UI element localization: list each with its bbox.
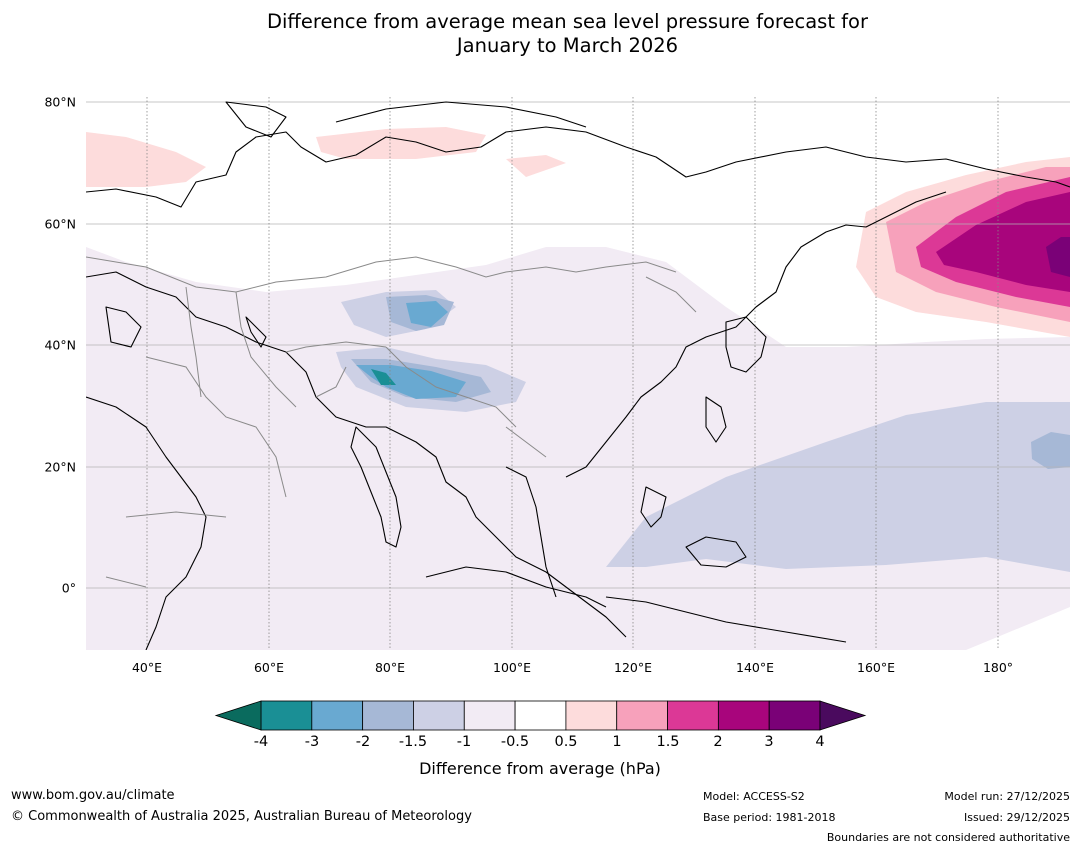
colorbar-label: 4 [815, 734, 825, 750]
pressure-anomaly-pos-0.5-arctic-2 [316, 127, 486, 159]
lat-tick-40N: 40°N [44, 337, 76, 353]
colorbar-label: -0.5 [500, 734, 530, 750]
colorbar-cell [311, 700, 364, 731]
colorbar-label: -2 [355, 734, 371, 750]
coastlines [86, 101, 1070, 650]
lon-tick-40E: 40°E [131, 660, 163, 675]
latitude-gridlines [86, 101, 1070, 589]
footer-model: Model: ACCESS-S2 [703, 790, 805, 803]
lon-tick-160E: 160°E [856, 660, 896, 675]
colorbar-cell [463, 700, 516, 731]
lat-tick-0: 0° [61, 580, 76, 596]
footer-website: www.bom.gov.au/climate [11, 788, 175, 803]
lon-tick-80E: 80°E [374, 660, 406, 675]
colorbar-cell [667, 700, 719, 731]
pressure-anomaly-pos-0.5-arctic [86, 132, 206, 187]
lat-tick-60N: 60°N [44, 216, 76, 232]
colorbar-label: 0.5 [554, 734, 578, 750]
colorbar-cell [260, 700, 313, 731]
lon-tick-180: 180° [982, 660, 1014, 675]
colorbar-cell [768, 700, 821, 731]
lon-tick-120E: 120°E [613, 660, 653, 675]
footer-model-run: Model run: 27/12/2025 [944, 790, 1070, 803]
map-canvas [86, 97, 1070, 650]
pressure-anomaly-pos-2 [936, 192, 1070, 292]
colorbar-label: -3 [304, 734, 320, 750]
colorbar-over-arrow [819, 700, 867, 731]
colorbar-label: -1.5 [398, 734, 428, 750]
forecast-map [86, 97, 1070, 650]
colorbar-label: -4 [253, 734, 269, 750]
lon-tick-140E: 140°E [735, 660, 775, 675]
colorbar-label: 1.5 [656, 734, 680, 750]
colorbar-label: 1 [612, 734, 622, 750]
colorbar-title: Difference from average (hPa) [419, 759, 661, 778]
colorbar-label: 3 [764, 734, 774, 750]
lon-tick-60E: 60°E [253, 660, 285, 675]
longitude-gridlines [146, 97, 999, 650]
pressure-anomaly-neg-1-pacific [606, 402, 1070, 572]
colorbar-cell [565, 700, 618, 731]
footer-issued: Issued: 29/12/2025 [963, 811, 1070, 824]
colorbar-label: -1 [456, 734, 472, 750]
title-line-1: Difference from average mean sea level p… [267, 10, 868, 33]
colorbar-cell [362, 700, 414, 731]
footer-copyright: © Commonwealth of Australia 2025, Austra… [11, 809, 472, 824]
footer-base-period: Base period: 1981-2018 [703, 811, 836, 824]
footer-disclaimer: Boundaries are not considered authoritat… [826, 831, 1070, 844]
lon-tick-100E: 100°E [492, 660, 532, 675]
lat-tick-20N: 20°N [44, 459, 76, 475]
colorbar-cell [413, 700, 465, 731]
colorbar-label: 2 [713, 734, 723, 750]
colorbar-cell [514, 700, 567, 731]
colorbar-cells [260, 700, 821, 731]
lat-tick-80N: 80°N [44, 94, 76, 110]
title-line-2: January to March 2026 [456, 34, 679, 57]
colorbar-under-arrow [214, 700, 262, 731]
pressure-anomaly-pos-3 [1046, 237, 1070, 277]
colorbar-cell [717, 700, 770, 731]
country-borders [86, 256, 697, 588]
pressure-anomaly-neg-2-north [406, 301, 448, 327]
chart-title: Difference from average mean sea level p… [0, 10, 1081, 58]
pressure-anomaly-pos-0.5-arctic-3 [506, 155, 566, 177]
pressure-anomaly-neg-1.5-pacific [1031, 432, 1070, 469]
colorbar-cell [616, 700, 668, 731]
